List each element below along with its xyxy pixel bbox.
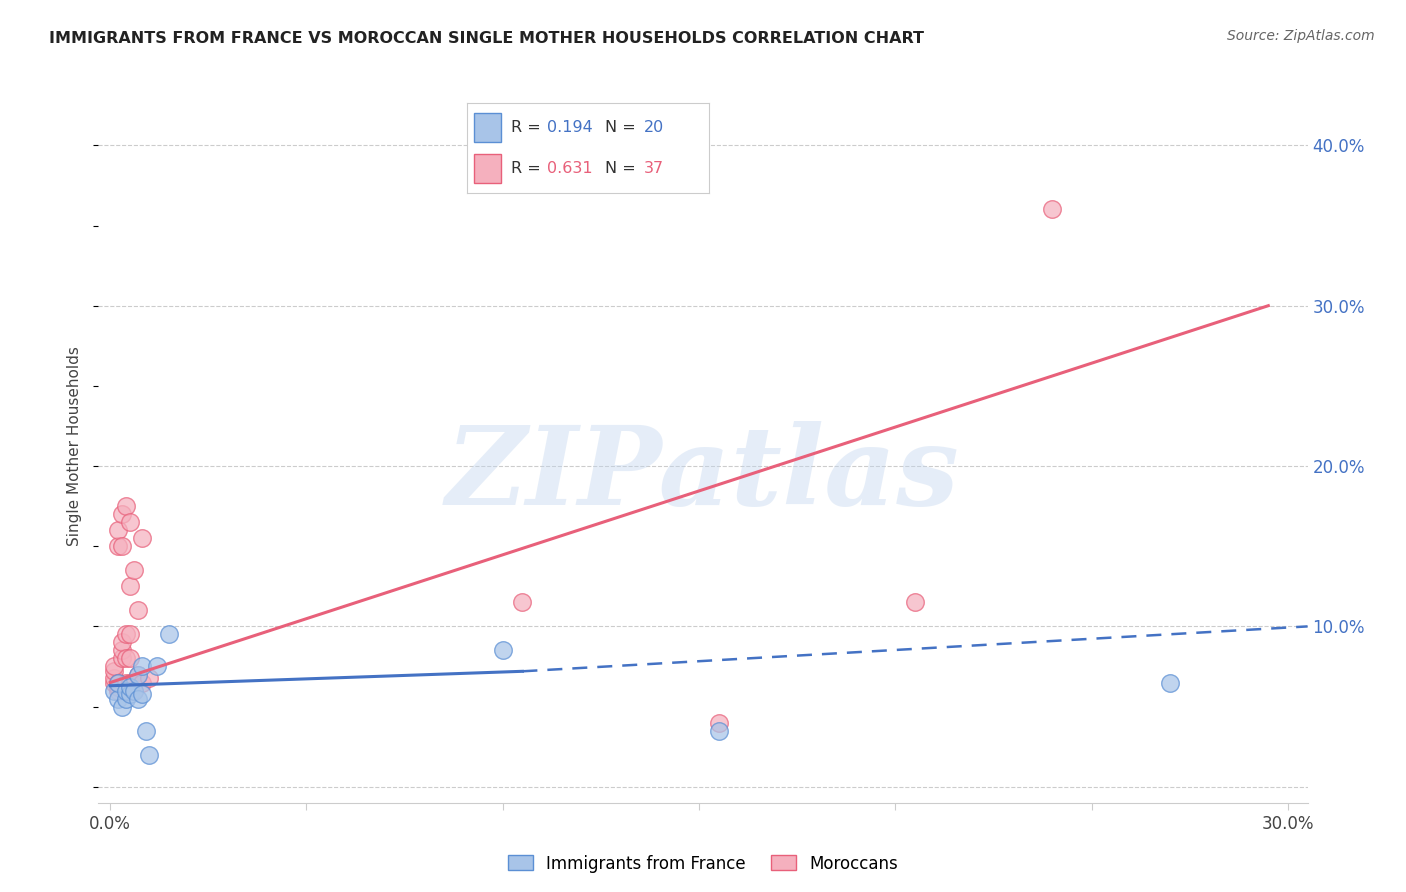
Legend: Immigrants from France, Moroccans: Immigrants from France, Moroccans bbox=[502, 848, 904, 880]
Point bbox=[107, 539, 129, 553]
Point bbox=[127, 667, 149, 681]
Point bbox=[115, 499, 138, 513]
Point bbox=[115, 683, 138, 698]
Point bbox=[107, 683, 129, 698]
Point bbox=[118, 681, 141, 695]
Point bbox=[131, 675, 153, 690]
Point bbox=[127, 667, 149, 681]
Point bbox=[122, 683, 145, 698]
Point bbox=[1042, 202, 1064, 217]
Point bbox=[118, 579, 141, 593]
Point bbox=[115, 675, 138, 690]
Point bbox=[131, 659, 153, 673]
Point bbox=[146, 659, 169, 673]
Point bbox=[107, 675, 129, 690]
Point bbox=[138, 747, 160, 762]
Text: ZIPatlas: ZIPatlas bbox=[446, 421, 960, 528]
Point bbox=[127, 603, 149, 617]
Point bbox=[103, 665, 125, 679]
Point bbox=[904, 595, 927, 609]
Point bbox=[138, 671, 160, 685]
Point bbox=[157, 627, 180, 641]
Point bbox=[118, 627, 141, 641]
Text: IMMIGRANTS FROM FRANCE VS MOROCCAN SINGLE MOTHER HOUSEHOLDS CORRELATION CHART: IMMIGRANTS FROM FRANCE VS MOROCCAN SINGL… bbox=[49, 31, 924, 46]
Point bbox=[111, 643, 134, 657]
Point bbox=[107, 691, 129, 706]
Point bbox=[135, 723, 157, 738]
Point bbox=[111, 699, 134, 714]
Point bbox=[122, 563, 145, 577]
Point bbox=[115, 691, 138, 706]
Point bbox=[707, 715, 730, 730]
Point bbox=[103, 671, 125, 685]
Point bbox=[111, 507, 134, 521]
Point bbox=[107, 675, 129, 690]
Point bbox=[118, 515, 141, 529]
Point bbox=[1159, 675, 1181, 690]
Point bbox=[115, 683, 138, 698]
Point bbox=[111, 651, 134, 665]
Y-axis label: Single Mother Households: Single Mother Households bbox=[67, 346, 83, 546]
Point bbox=[118, 675, 141, 690]
Point bbox=[103, 659, 125, 673]
Point bbox=[111, 635, 134, 649]
Point bbox=[127, 691, 149, 706]
Point bbox=[118, 687, 141, 701]
Point bbox=[131, 531, 153, 545]
Point bbox=[122, 683, 145, 698]
Point bbox=[103, 683, 125, 698]
Text: Source: ZipAtlas.com: Source: ZipAtlas.com bbox=[1227, 29, 1375, 43]
Point bbox=[107, 523, 129, 537]
Point bbox=[115, 651, 138, 665]
Point bbox=[115, 627, 138, 641]
Point bbox=[122, 675, 145, 690]
Point bbox=[512, 595, 534, 609]
Point bbox=[118, 651, 141, 665]
Point bbox=[107, 681, 129, 695]
Point bbox=[707, 723, 730, 738]
Point bbox=[111, 539, 134, 553]
Point bbox=[131, 687, 153, 701]
Point bbox=[118, 683, 141, 698]
Point bbox=[103, 675, 125, 690]
Point bbox=[492, 643, 515, 657]
